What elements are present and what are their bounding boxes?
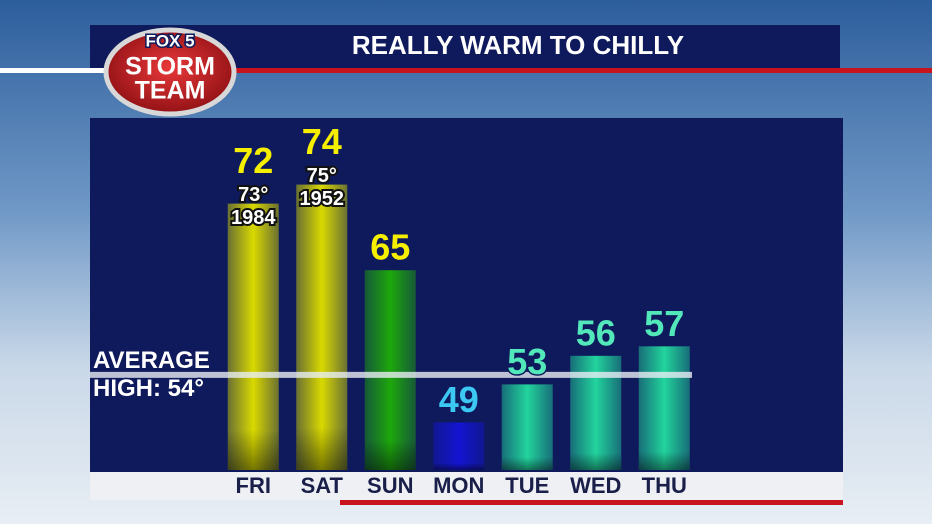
x-tick-label: SAT <box>301 473 344 498</box>
record-year: 1952 <box>300 188 345 210</box>
bar-shade <box>433 422 485 470</box>
bar-shade <box>227 203 279 470</box>
bar-shade <box>296 184 348 470</box>
plot-panel <box>90 118 843 472</box>
value-label: 72 <box>233 140 273 181</box>
value-label: 56 <box>576 312 616 353</box>
bar-shade <box>638 346 690 470</box>
logo-top: FOX 5 <box>145 31 194 50</box>
average-label: AVERAGE <box>93 347 210 374</box>
logo-middle: STORM <box>125 53 215 81</box>
x-tick-label: TUE <box>505 473 549 498</box>
average-label: HIGH: 54° <box>93 375 204 402</box>
value-label: 49 <box>439 379 479 420</box>
record-year: 1984 <box>231 207 276 229</box>
logo-badge <box>103 27 237 117</box>
axis-bar <box>90 472 843 500</box>
logo-bottom: TEAM <box>135 77 206 105</box>
value-label: 53 <box>507 341 547 382</box>
value-label: 65 <box>370 227 410 268</box>
logo: FOX 5 STORM TEAM <box>103 27 237 117</box>
x-tick-label: SUN <box>367 473 413 498</box>
bar-shade <box>364 270 416 470</box>
x-tick-label: WED <box>570 473 621 498</box>
value-label: 74 <box>302 121 342 162</box>
x-tick-label: FRI <box>236 473 271 498</box>
x-tick-label: THU <box>642 473 687 498</box>
chart-title: REALLY WARM TO CHILLY <box>352 30 684 60</box>
bar-shade <box>501 384 553 470</box>
record-high: 75° <box>307 165 337 187</box>
x-tick-label: MON <box>433 473 484 498</box>
record-high: 73° <box>238 184 268 206</box>
value-label: 57 <box>644 303 684 344</box>
title-rule-red <box>235 68 932 73</box>
axis-rule-red <box>340 500 843 505</box>
